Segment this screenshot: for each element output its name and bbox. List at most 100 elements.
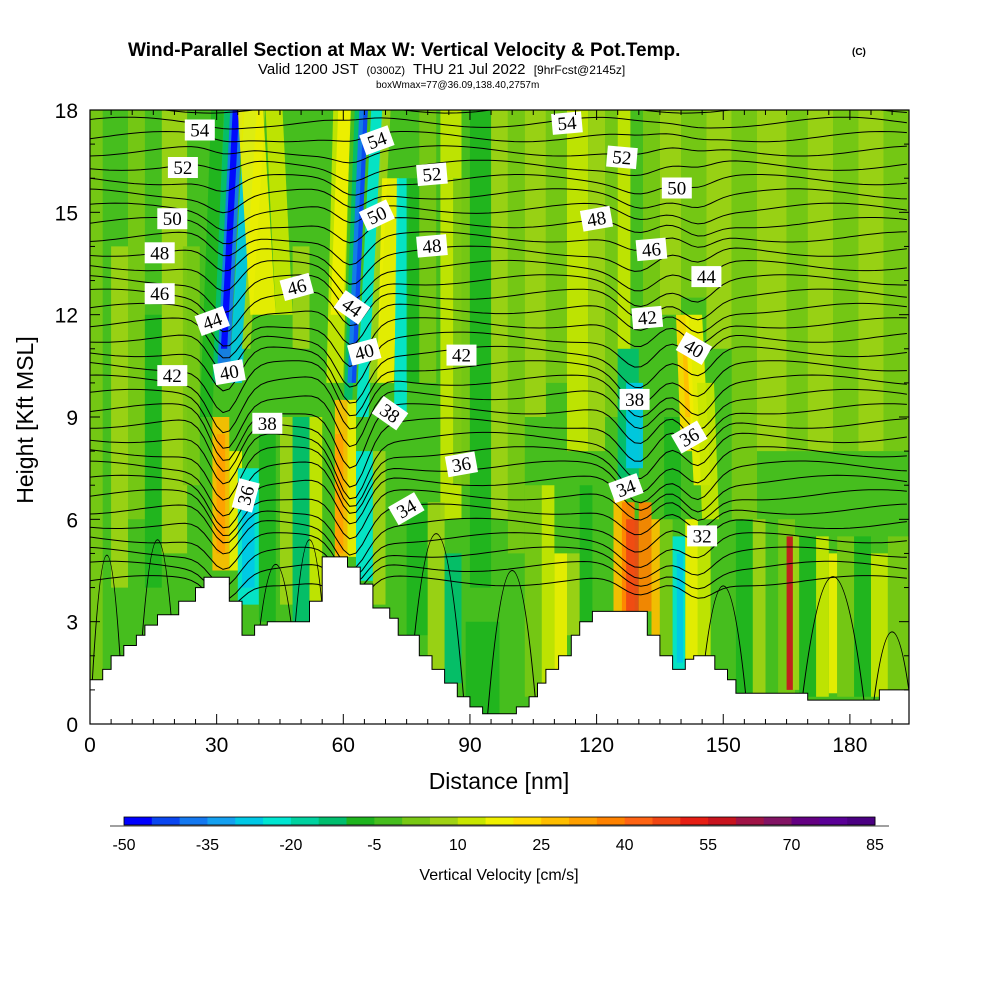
colorbar-swatch — [235, 817, 264, 825]
theta-label-bg — [608, 473, 644, 504]
colorbar-swatch — [346, 817, 375, 825]
velocity-band — [377, 178, 399, 383]
velocity-band — [406, 178, 420, 383]
theta-contour — [90, 159, 907, 182]
velocity-band — [676, 553, 684, 663]
velocity-band — [524, 110, 546, 417]
theta-label: 46 — [279, 272, 314, 301]
theta-label: 32 — [687, 525, 718, 547]
x-tick-label: 30 — [205, 734, 228, 757]
theta-label: 36 — [444, 451, 479, 478]
theta-contour — [90, 274, 907, 314]
theta-contour — [90, 231, 907, 266]
theta-label: 40 — [347, 337, 382, 366]
colorbar-tick-label: -20 — [279, 837, 302, 854]
velocity-band — [111, 246, 128, 588]
theta-label-text: 52 — [173, 158, 192, 179]
velocity-band — [605, 110, 618, 417]
theta-label-bg — [661, 177, 692, 199]
theta-label-bg — [687, 525, 718, 547]
theta-label-bg — [194, 306, 230, 337]
colorbar-swatch — [680, 817, 709, 825]
velocity-band — [356, 451, 373, 581]
velocity-band — [567, 553, 580, 636]
theta-label-text: 38 — [625, 390, 644, 411]
theta-label-bg — [444, 451, 479, 478]
velocity-band — [735, 519, 753, 694]
theta-label-bg — [446, 344, 477, 366]
theta-label-text: 40 — [218, 361, 240, 385]
theta-label-bg — [184, 119, 215, 141]
y-tick-label: 0 — [66, 714, 78, 737]
theta-label: 44 — [194, 306, 230, 337]
colorbar-tick-label: -35 — [196, 837, 219, 854]
colorbar-tick-label: 10 — [449, 837, 467, 854]
velocity-band — [237, 110, 276, 315]
theta-contour — [90, 173, 907, 196]
velocity-band — [280, 417, 293, 605]
theta-label: 50 — [661, 177, 692, 200]
colorbar-swatch — [763, 817, 793, 825]
theta-label-text: 40 — [353, 340, 377, 365]
theta-contour — [90, 474, 907, 529]
colorbar-tick-label: 70 — [783, 837, 801, 854]
theta-label: 52 — [416, 162, 448, 187]
velocity-band — [499, 621, 525, 707]
theta-label-text: 38 — [258, 414, 277, 435]
theta-label-bg — [635, 237, 668, 262]
colorbar-swatch — [290, 817, 320, 825]
theta-label: 54 — [184, 119, 215, 142]
colorbar-swatch — [652, 817, 681, 825]
velocity-band — [871, 553, 888, 697]
velocity-band — [347, 399, 356, 557]
velocity-band — [786, 536, 793, 690]
theta-label: 48 — [144, 242, 175, 264]
colorbar-swatch — [402, 817, 431, 825]
colorbar-swatch — [569, 817, 598, 825]
velocity-band — [491, 110, 508, 520]
x-axis-label: Distance [nm] — [429, 768, 570, 794]
theta-label: 38 — [252, 412, 283, 435]
theta-label: 50 — [157, 208, 188, 230]
velocity-band — [292, 246, 310, 349]
theta-label-bg — [631, 305, 664, 330]
theta-label: 52 — [606, 145, 638, 170]
subtitle-valid: Valid 1200 JST — [258, 61, 358, 78]
theta-label-text: 50 — [667, 179, 686, 200]
y-tick-label: 9 — [66, 407, 78, 430]
theta-label-text: 52 — [422, 164, 443, 187]
theta-label-bg — [691, 266, 722, 288]
velocity-band — [757, 110, 787, 452]
theta-contour — [870, 631, 909, 724]
velocity-band — [816, 536, 829, 697]
terrain — [90, 556, 909, 724]
velocity-band — [858, 110, 884, 452]
velocity-band — [265, 110, 293, 315]
theta-label-bg — [144, 283, 175, 305]
velocity-band — [567, 110, 589, 452]
velocity-band — [128, 110, 145, 520]
colorbar-tick-label: -5 — [367, 837, 381, 854]
colorbar-swatch — [151, 817, 181, 825]
theta-label: 36 — [231, 478, 260, 513]
theta-label-bg — [279, 272, 314, 301]
theta-contour — [90, 259, 907, 300]
theta-contour — [90, 345, 907, 404]
y-tick-label: 18 — [55, 100, 78, 123]
velocity-band — [807, 110, 833, 452]
theta-label-bg — [675, 331, 713, 365]
colorbar-frame — [123, 816, 876, 826]
theta-label-text: 48 — [150, 243, 169, 264]
theta-label: 42 — [446, 344, 477, 367]
colorbar-swatch — [207, 817, 236, 825]
chart-subtitle-2: boxWmax=77@36.09,138.40,2757m — [376, 80, 539, 91]
y-tick-label: 3 — [66, 612, 78, 635]
theta-label-text: 46 — [641, 239, 662, 262]
subtitle-date: THU 21 Jul 2022 — [413, 61, 526, 78]
theta-label: 54 — [359, 125, 395, 156]
subtitle-fcst: [9hrFcst@2145z] — [534, 63, 626, 77]
title-mark: (C) — [852, 47, 866, 58]
y-tick-label: 6 — [66, 509, 78, 532]
